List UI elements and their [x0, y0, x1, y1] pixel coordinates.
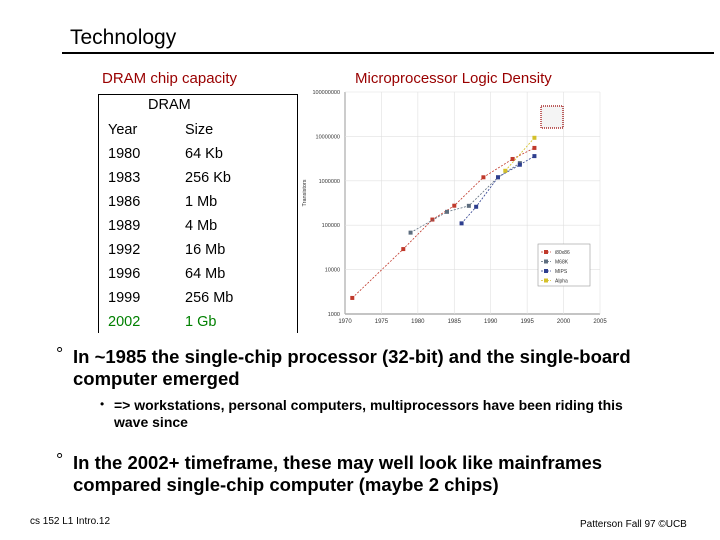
x-tick-label: 2000	[557, 319, 571, 325]
data-point	[510, 156, 515, 161]
data-point	[503, 168, 508, 173]
footer-left: cs 152 L1 Intro.12	[30, 516, 111, 527]
table-year: 1989	[108, 218, 141, 234]
title-rule	[62, 52, 714, 54]
sub-bullet-1: => workstations, personal computers, mul…	[114, 397, 623, 430]
table-size: 4 Mb	[185, 218, 218, 234]
data-point	[532, 135, 537, 140]
x-tick-label: 1990	[484, 319, 498, 325]
series-line	[461, 155, 535, 224]
bullet-1: In ~1985 the single-chip processor (32-b…	[73, 346, 631, 389]
table-year: 1983	[108, 170, 141, 186]
data-point	[452, 203, 457, 208]
table-year: 1999	[108, 290, 141, 306]
data-point	[532, 145, 537, 150]
highlight-box	[540, 105, 564, 129]
legend-label: Alpha	[555, 279, 568, 285]
legend-label: M68K	[555, 260, 569, 266]
legend-label: i80x86	[555, 250, 570, 256]
series-line	[410, 162, 521, 233]
table-year: 1996	[108, 266, 141, 282]
data-point	[401, 247, 406, 252]
data-point	[445, 209, 449, 214]
table-size: 16 Mb	[185, 242, 226, 258]
y-axis-label: Transistors	[302, 179, 308, 206]
series-line	[504, 137, 535, 172]
table-size: 64 Mb	[185, 266, 226, 282]
bullet-icon: °	[56, 344, 64, 364]
footer-right: Patterson Fall 97 ©UCB	[580, 519, 687, 530]
dram-heading: DRAM chip capacity	[102, 70, 238, 87]
table-header-dram: DRAM	[148, 97, 191, 113]
legend-swatch	[544, 269, 548, 273]
x-tick-label: 1980	[411, 319, 425, 325]
table-header-size: Size	[185, 122, 214, 138]
transistor-density-chart: 1000 10000 100000 1000000 10000000 100000000 1…	[302, 90, 607, 325]
bullet-2: In the 2002+ timeframe, these may well l…	[73, 452, 603, 495]
data-point	[532, 154, 537, 159]
y-tick-label: 100000000	[312, 90, 340, 96]
legend-swatch	[544, 259, 548, 264]
x-tick-label: 1995	[520, 319, 534, 325]
x-tick-label: 1970	[338, 319, 352, 325]
y-tick-label: 100000	[322, 223, 340, 229]
slide-title: Technology	[70, 26, 177, 49]
legend-label: MIPS	[555, 269, 568, 275]
table-size: 64 Kb	[185, 146, 223, 162]
y-tick-label: 1000	[328, 312, 340, 318]
x-tick-label: 1985	[448, 319, 462, 325]
table-size-highlight: 1 Gb	[185, 314, 217, 330]
y-tick-label: 10000000	[316, 134, 340, 140]
table-size: 256 Kb	[185, 170, 231, 186]
data-point	[408, 230, 413, 235]
data-point	[481, 175, 486, 180]
table-year-highlight: 2002	[108, 314, 141, 330]
legend-swatch	[544, 278, 548, 283]
table-size: 1 Mb	[185, 194, 218, 210]
sub-bullet-icon: •	[100, 397, 105, 411]
data-point	[474, 204, 479, 209]
table-size: 256 Mb	[185, 290, 234, 306]
x-tick-label: 1975	[375, 319, 389, 325]
data-point	[430, 217, 435, 222]
legend-swatch	[544, 250, 548, 254]
table-header-year: Year	[108, 122, 138, 138]
table-year: 1980	[108, 146, 141, 162]
data-point	[459, 221, 464, 226]
dram-table	[98, 94, 298, 333]
data-point	[496, 175, 500, 180]
data-point	[466, 203, 471, 208]
microprocessor-heading: Microprocessor Logic Density	[355, 70, 552, 87]
y-tick-label: 1000000	[319, 179, 340, 185]
bullet-icon: °	[56, 450, 64, 470]
data-point	[517, 162, 522, 167]
data-point	[350, 295, 355, 300]
x-tick-label: 2005	[593, 319, 607, 325]
table-year: 1992	[108, 242, 141, 258]
table-year: 1986	[108, 194, 141, 210]
y-tick-label: 10000	[325, 268, 340, 274]
